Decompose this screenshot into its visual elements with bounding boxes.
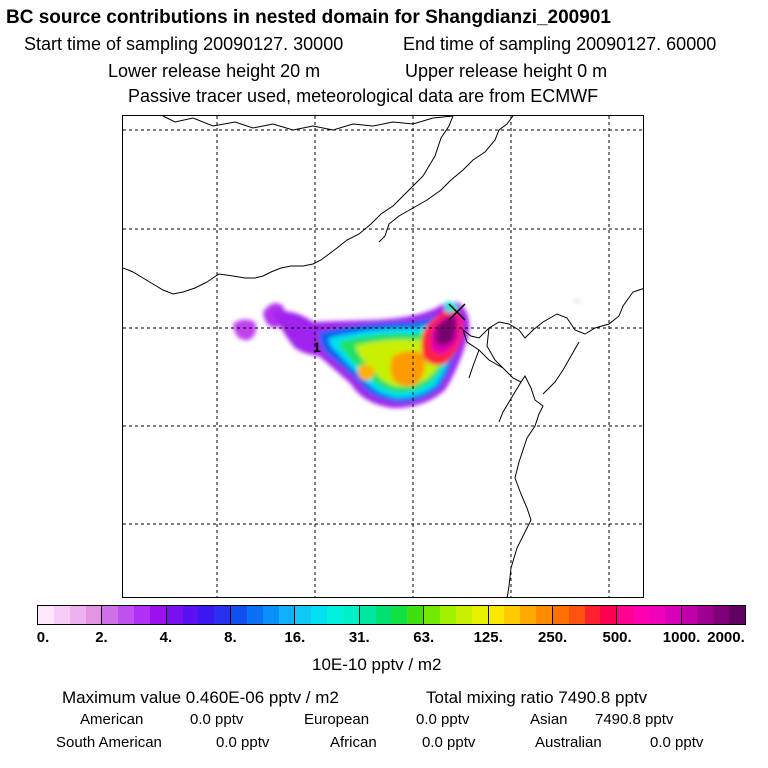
colorbar [37, 605, 746, 625]
colorbar-swatch [102, 606, 119, 624]
colorbar-swatch [149, 606, 166, 624]
colorbar-tick-label: 250. [538, 629, 568, 646]
south-american-value: 0.0 pptv [216, 734, 270, 751]
colorbar-swatch [85, 606, 102, 624]
colorbar-units: 10E-10 pptv / m2 [312, 655, 442, 674]
colorbar-swatch [648, 606, 665, 624]
colorbar-segment [101, 606, 166, 624]
colorbar-swatch [214, 606, 231, 624]
colorbar-swatch [633, 606, 649, 624]
asian-label: Asian [530, 711, 568, 728]
colorbar-swatch [600, 606, 617, 624]
american-value: 0.0 pptv [190, 711, 244, 728]
colorbar-swatch [166, 606, 183, 624]
african-label: African [330, 734, 377, 751]
colorbar-tick-label: 0. [36, 629, 50, 646]
colorbar-swatch [584, 606, 601, 624]
colorbar-swatch [311, 606, 328, 624]
colorbar-swatch [520, 606, 537, 624]
colorbar-tick-label: 2000. [707, 629, 745, 646]
colorbar-swatch [134, 606, 150, 624]
european-value: 0.0 pptv [416, 711, 470, 728]
colorbar-swatch [617, 606, 634, 624]
start-time-label: Start time of sampling 20090127. 30000 [24, 34, 344, 54]
graticule [123, 116, 643, 597]
colorbar-segment [165, 606, 231, 624]
colorbar-swatch [568, 606, 585, 624]
colorbar-tick-label: 4. [159, 629, 173, 646]
colorbar-swatch [471, 606, 488, 624]
upper-release-height-label: Upper release height 0 m [405, 61, 608, 81]
colorbar-swatch [664, 606, 681, 624]
colorbar-segment [616, 606, 681, 624]
colorbar-tick-label: 8. [224, 629, 237, 646]
colorbar-segment [230, 606, 295, 624]
colorbar-segment [38, 606, 102, 624]
colorbar-swatch [278, 606, 295, 624]
colorbar-tick-label: 63. [413, 629, 435, 646]
colorbar-swatch [552, 606, 569, 624]
colorbar-swatch [231, 606, 247, 624]
colorbar-swatch [455, 606, 472, 624]
colorbar-swatch [488, 606, 505, 624]
colorbar-swatch [182, 606, 199, 624]
plot-title: BC source contributions in nested domain… [6, 7, 611, 28]
colorbar-tick-label: 125. [473, 629, 503, 646]
colorbar-swatch [681, 606, 698, 624]
colorbar-swatch [359, 606, 376, 624]
colorbar-swatch [424, 606, 440, 624]
station-number-label: 1 [313, 339, 321, 355]
asian-value: 7490.8 pptv [595, 711, 674, 728]
colorbar-segment [423, 606, 488, 624]
lower-release-height-label: Lower release height 20 m [108, 61, 321, 81]
colorbar-tick-label: 1000. [662, 629, 701, 646]
maximum-value-label: Maximum value 0.460E-06 pptv / m2 [62, 688, 339, 707]
australian-value: 0.0 pptv [650, 734, 704, 751]
south-american-label: South American [56, 734, 162, 751]
colorbar-swatch [198, 606, 215, 624]
colorbar-swatch [262, 606, 279, 624]
map-canvas: 1 [123, 116, 643, 597]
colorbar-segment [358, 606, 424, 624]
colorbar-swatch [697, 606, 714, 624]
end-time-label: End time of sampling 20090127. 60000 [403, 34, 717, 54]
african-value: 0.0 pptv [422, 734, 476, 751]
european-label: European [304, 711, 370, 728]
colorbar-swatch [504, 606, 521, 624]
colorbar-swatch [536, 606, 552, 624]
colorbar-segment [487, 606, 552, 624]
map-panel: 1 [122, 115, 644, 598]
colorbar-tick-label: 500. [602, 629, 632, 646]
colorbar-swatch [440, 606, 456, 624]
colorbar-swatch [53, 606, 70, 624]
station-cross-marker [448, 303, 466, 321]
colorbar-tick-label: 31. [348, 629, 370, 646]
colorbar-segment [551, 606, 617, 624]
colorbar-swatch [342, 606, 359, 624]
colorbar-swatch [38, 606, 54, 624]
colorbar-swatch [69, 606, 86, 624]
colorbar-tick-label: 16. [284, 629, 306, 646]
concentration-plume [233, 299, 581, 408]
colorbar-swatch [729, 606, 745, 624]
colorbar-swatch [295, 606, 312, 624]
colorbar-segment [294, 606, 359, 624]
colorbar-swatch [118, 606, 135, 624]
colorbar-swatch [407, 606, 424, 624]
colorbar-swatch [375, 606, 392, 624]
colorbar-swatch [713, 606, 730, 624]
colorbar-segment [680, 606, 745, 624]
american-label: American [80, 711, 144, 728]
tracer-note: Passive tracer used, meteorological data… [128, 86, 599, 106]
total-mixing-ratio-label: Total mixing ratio 7490.8 pptv [426, 688, 648, 707]
colorbar-swatch [246, 606, 263, 624]
colorbar-tick-label: 2. [95, 629, 108, 646]
colorbar-swatch [391, 606, 408, 624]
colorbar-swatch [327, 606, 343, 624]
australian-label: Australian [535, 734, 602, 751]
